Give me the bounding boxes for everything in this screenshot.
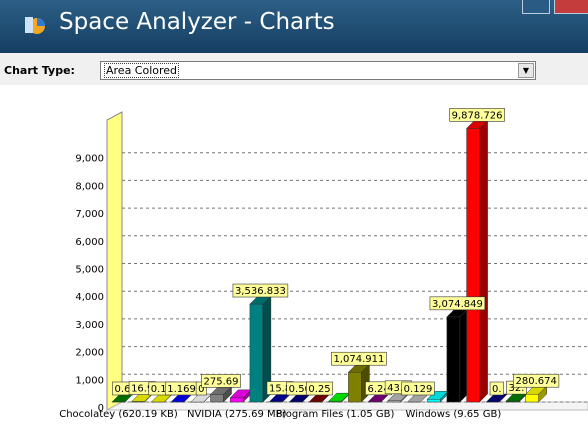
value-label-box <box>401 381 435 396</box>
floor <box>106 401 588 411</box>
value-label: 0.50 <box>289 384 311 395</box>
bar <box>249 303 264 403</box>
value-label: 16.9 <box>131 384 153 395</box>
y-tick-label: 0 <box>98 403 104 414</box>
y-tick-label: 2,000 <box>75 348 104 359</box>
value-label: 0. <box>492 384 502 395</box>
bar <box>446 316 461 403</box>
y-tick-label: 6,000 <box>75 237 104 248</box>
value-label: 0.25 <box>308 384 330 395</box>
y-tick-label: 5,000 <box>75 265 104 276</box>
value-label-box <box>306 381 333 396</box>
value-label-box <box>232 283 289 298</box>
value-label: 1,074.911 <box>333 354 384 365</box>
y-tick-label: 1,000 <box>75 375 104 386</box>
value-label-box <box>449 108 505 122</box>
value-label: 1.169 <box>167 384 196 395</box>
y-tick-label: 7,000 <box>75 209 104 220</box>
y-tick-label: 8,000 <box>75 181 104 192</box>
value-label: 32. <box>509 383 525 394</box>
close-button[interactable] <box>554 0 588 14</box>
value-label-box <box>201 374 241 388</box>
value-label: 275.69 <box>204 376 239 387</box>
y-tick-label: 4,000 <box>75 292 104 303</box>
value-label-box <box>331 351 387 366</box>
value-label: 43.7 <box>387 383 409 394</box>
value-label: 0 <box>198 384 204 395</box>
bar <box>348 371 362 403</box>
toolbar: Chart Type: Area Colored ▼ <box>0 53 588 85</box>
dropdown-arrow[interactable]: ▼ <box>518 63 534 78</box>
bar <box>210 394 224 403</box>
bar-side <box>479 119 488 403</box>
value-label-box <box>489 381 504 396</box>
bar <box>229 397 244 403</box>
chart-type-label: Chart Type: <box>4 64 75 77</box>
bar <box>466 128 480 403</box>
bar <box>525 393 539 403</box>
value-label-box <box>513 373 560 388</box>
x-tick-label: NVIDIA (275.69 MB) <box>187 409 286 420</box>
bar <box>426 398 441 403</box>
window-title: Space Analyzer - Charts <box>59 9 335 35</box>
value-label: 0.6 <box>115 384 131 395</box>
chart-type-value: Area Colored <box>104 63 180 78</box>
x-tick-label: Chocolatey (620.19 KB) <box>59 409 178 420</box>
value-label: 6.24 <box>367 384 389 395</box>
value-label: 3,074.849 <box>432 299 483 310</box>
maximize-button[interactable] <box>522 0 550 14</box>
x-tick-label: Program Files (1.05 GB) <box>276 409 394 420</box>
title-bar: Space Analyzer - Charts <box>0 0 588 53</box>
chart: 0 1,000 2,000 3,000 4,000 5,000 6,000 7,000 8,00… <box>59 108 588 420</box>
value-label: 15.8 <box>269 384 291 395</box>
y-tick-label: 9,000 <box>75 154 104 165</box>
bar-side <box>223 385 232 403</box>
y-tick-label: 3,000 <box>75 320 104 331</box>
value-label: 9,878.726 <box>452 110 503 121</box>
app-icon <box>25 17 45 34</box>
bar-side <box>538 385 547 403</box>
value-label: 0.129 <box>404 384 433 395</box>
value-label: 3,536.833 <box>235 286 286 297</box>
x-tick-label: Windows (9.65 GB) <box>406 409 502 420</box>
value-label: 280.674 <box>516 376 557 387</box>
value-label: 0.11 <box>151 384 173 395</box>
chart-type-select[interactable]: Area Colored ▼ <box>100 61 536 80</box>
value-label-box <box>429 296 486 311</box>
axis-wall <box>106 111 123 411</box>
